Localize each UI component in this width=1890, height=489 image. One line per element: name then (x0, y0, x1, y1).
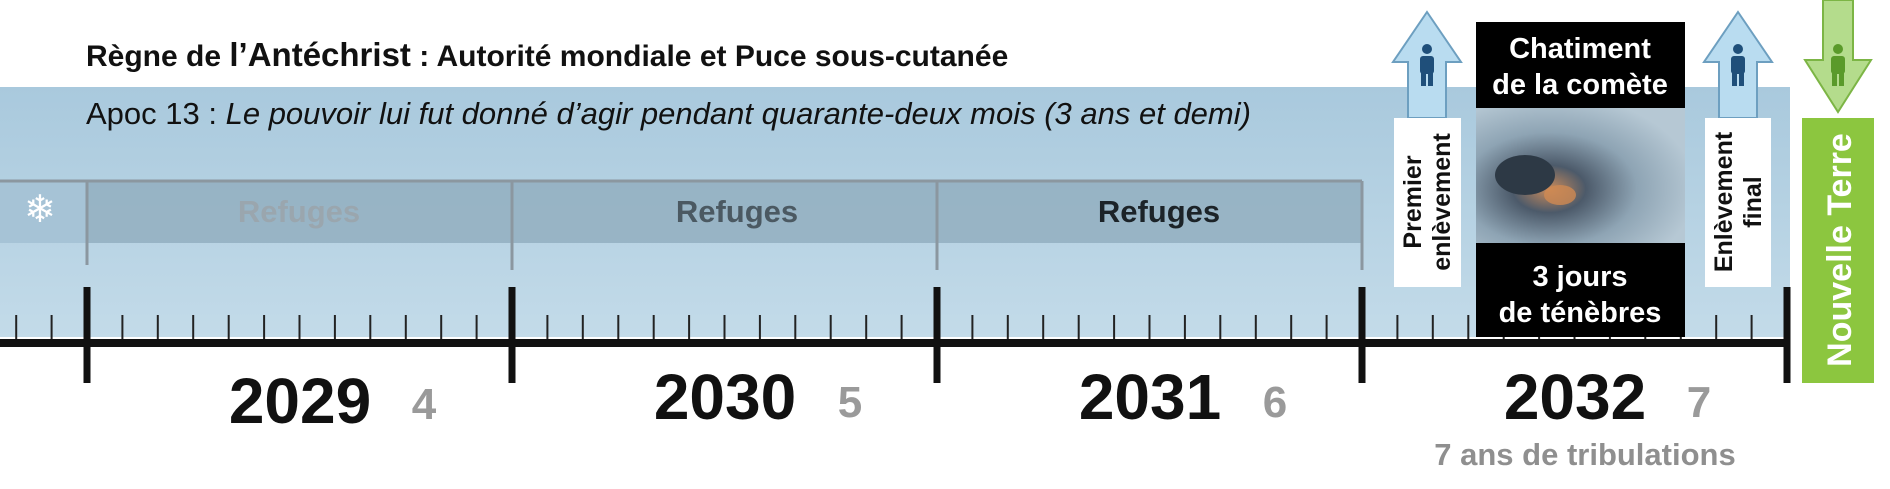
comet-glow (1544, 185, 1576, 205)
darkness-box (1476, 243, 1685, 337)
refuges-band (0, 181, 1362, 243)
year-ticks (83, 287, 1791, 383)
refuges-dividers (0, 179, 1364, 270)
comet-line: Chatiment (1509, 33, 1651, 65)
new-earth-box (1802, 118, 1874, 383)
person-icon (1831, 44, 1845, 86)
darkness-line: de ténèbres (1499, 297, 1662, 329)
year-number: 4 (412, 380, 437, 429)
year-label: 2032 (1504, 361, 1646, 433)
snowflake-icon: ❄ (24, 189, 56, 231)
comet-box (1476, 22, 1685, 108)
person-icon (1731, 44, 1745, 86)
first-rapture-line: enlèvement (1428, 133, 1456, 271)
year-label: 2030 (654, 361, 796, 433)
year-number: 6 (1263, 378, 1287, 427)
subtitle-prefix: Apoc 13 : (86, 96, 226, 131)
year-number: 7 (1687, 378, 1711, 427)
refuges-band-start (0, 181, 87, 243)
comet-line: de la comète (1492, 69, 1668, 101)
final-rapture-line: final (1739, 176, 1767, 227)
years: 2029 4 2030 5 2031 6 2032 7 (229, 361, 1711, 437)
footer-label: 7 ans de tribulations (1434, 437, 1735, 472)
first-rapture-line: Premier (1399, 155, 1427, 248)
refuges-label: Refuges (1098, 194, 1220, 229)
subtitle: Apoc 13 : Le pouvoir lui fut donné d’agi… (86, 96, 1251, 131)
refuges-label: Refuges (238, 194, 360, 229)
darkness-line: 3 jours (1532, 261, 1627, 293)
refuges-label: Refuges (676, 194, 798, 229)
person-icon (1420, 44, 1434, 86)
new-earth-label: Nouvelle Terre (1821, 133, 1859, 367)
year-label: 2031 (1079, 361, 1221, 433)
title: Règne de l’Antéchrist : Autorité mondial… (86, 36, 1008, 73)
title-bold: l’Antéchrist (229, 36, 411, 73)
title-prefix: Règne de (86, 40, 229, 73)
year-label: 2029 (229, 365, 371, 437)
subtitle-italic: Le pouvoir lui fut donné d’agir pendant … (226, 96, 1251, 131)
year-number: 5 (838, 378, 862, 427)
comet-rock (1495, 155, 1555, 195)
final-rapture-box (1705, 118, 1771, 287)
title-suffix: : Autorité mondiale et Puce sous-cutanée (411, 40, 1008, 73)
first-rapture-box (1394, 118, 1461, 287)
final-rapture-line: Enlèvement (1710, 131, 1738, 272)
